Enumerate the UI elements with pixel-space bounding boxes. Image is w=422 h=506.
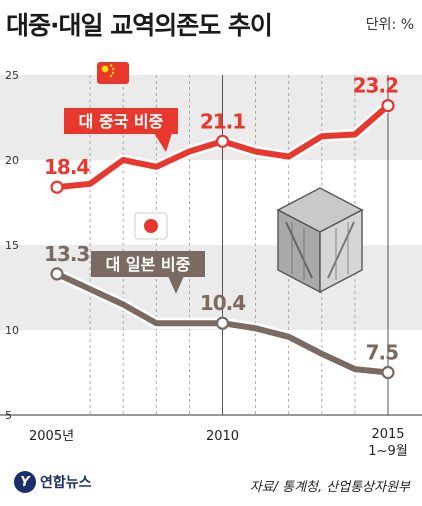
data-point xyxy=(381,365,395,380)
unit-label: 단위: % xyxy=(365,17,414,33)
data-point xyxy=(215,316,230,330)
data-point xyxy=(50,267,64,281)
y-tick-label: 20 xyxy=(5,154,19,167)
series-label-pointer xyxy=(168,276,184,294)
x-tick-label: 2005년 xyxy=(29,429,74,444)
data-label: 18.4 xyxy=(44,155,89,179)
x-tick-label: 2015 xyxy=(371,427,404,442)
source-note: 자료/ 통계청, 산업통상자원부 xyxy=(249,480,410,495)
data-label: 7.5 xyxy=(366,341,399,365)
yonhap-logo: Y 연합뉴스 xyxy=(14,471,92,493)
data-label: 13.3 xyxy=(44,242,89,266)
series-label-pointer xyxy=(154,133,172,152)
x-tick-label: 2010 xyxy=(206,429,239,444)
data-label: 21.1 xyxy=(200,109,245,133)
series-label-box xyxy=(64,108,178,134)
x-tick-label: 1~9월 xyxy=(368,444,407,459)
japan-flag-icon xyxy=(134,212,168,240)
series-label-text: 대 중국 비중 xyxy=(79,112,164,131)
container-crate-icon xyxy=(276,187,364,294)
series-label-text: 대 일본 비중 xyxy=(106,255,191,274)
data-label: 23.2 xyxy=(353,74,398,98)
data-point xyxy=(381,98,395,113)
logo-text: 연합뉴스 xyxy=(40,475,92,491)
series-label-box xyxy=(91,251,205,277)
yonhap-logo-icon: Y xyxy=(14,471,36,493)
y-tick-label: 15 xyxy=(5,239,19,252)
data-point xyxy=(50,180,64,194)
data-label: 10.4 xyxy=(200,291,245,315)
y-tick-label: 10 xyxy=(5,324,19,337)
y-tick-label: 5 xyxy=(5,409,12,422)
y-tick-label: 25 xyxy=(5,69,19,82)
page-title: 대중·대일 교역의존도 추이 xyxy=(6,11,273,40)
china-flag-icon xyxy=(97,62,129,84)
data-point xyxy=(215,134,230,148)
